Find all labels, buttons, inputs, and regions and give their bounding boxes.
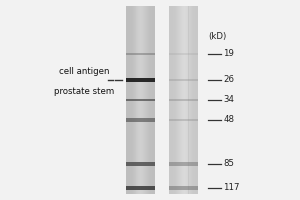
Bar (169, 6, 170, 194)
Bar (129, 6, 130, 194)
Bar (132, 6, 133, 194)
Bar (172, 6, 173, 194)
Bar (140, 6, 141, 194)
Bar (190, 6, 191, 194)
Bar (126, 6, 127, 194)
Bar (195, 6, 196, 194)
Bar (186, 6, 187, 194)
Bar (143, 6, 144, 194)
Bar (150, 6, 151, 194)
Bar (169, 99, 198, 101)
Bar (194, 6, 195, 194)
Bar (187, 6, 188, 194)
Bar (139, 6, 140, 194)
Bar (179, 6, 180, 194)
Text: 26: 26 (224, 75, 235, 84)
Bar (126, 186, 154, 190)
Bar (169, 186, 198, 190)
Bar (193, 6, 194, 194)
Bar (149, 6, 150, 194)
Bar (126, 78, 154, 82)
Text: 85: 85 (224, 160, 235, 168)
Bar (127, 6, 128, 194)
Bar (137, 6, 138, 194)
Bar (169, 6, 198, 194)
Text: cell antigen: cell antigen (59, 68, 109, 76)
Bar (126, 6, 154, 194)
Bar (175, 6, 176, 194)
Bar (178, 6, 179, 194)
Bar (144, 6, 145, 194)
Bar (182, 6, 183, 194)
Bar (126, 162, 154, 166)
Bar (126, 53, 154, 55)
Text: prostate stem: prostate stem (54, 87, 114, 96)
Bar (148, 6, 149, 194)
Bar (185, 6, 186, 194)
Bar (136, 6, 137, 194)
Bar (151, 6, 152, 194)
Bar (146, 6, 147, 194)
Text: 48: 48 (224, 116, 235, 124)
Bar (174, 6, 175, 194)
Text: (kD): (kD) (208, 31, 227, 40)
Bar (196, 6, 197, 194)
Text: 117: 117 (224, 184, 240, 192)
Bar (145, 6, 146, 194)
Bar (142, 6, 143, 194)
Bar (184, 6, 185, 194)
Bar (169, 119, 198, 121)
Bar (126, 99, 154, 101)
Bar (133, 6, 134, 194)
Bar (169, 79, 198, 81)
Bar (135, 6, 136, 194)
Text: 34: 34 (224, 96, 235, 104)
Bar (152, 6, 153, 194)
Bar (176, 6, 177, 194)
Bar (181, 6, 182, 194)
Bar (126, 118, 154, 122)
Bar (192, 6, 193, 194)
Bar (128, 6, 129, 194)
Bar (131, 6, 132, 194)
Bar (169, 53, 198, 55)
Bar (153, 6, 154, 194)
Bar (197, 6, 198, 194)
Bar (191, 6, 192, 194)
Bar (130, 6, 131, 194)
Bar (170, 6, 171, 194)
Text: 19: 19 (224, 49, 234, 58)
Bar (147, 6, 148, 194)
Bar (173, 6, 174, 194)
Bar (183, 6, 184, 194)
Bar (141, 6, 142, 194)
Bar (177, 6, 178, 194)
Bar (188, 6, 190, 194)
Bar (171, 6, 172, 194)
Bar (138, 6, 139, 194)
Bar (180, 6, 181, 194)
Bar (169, 162, 198, 166)
